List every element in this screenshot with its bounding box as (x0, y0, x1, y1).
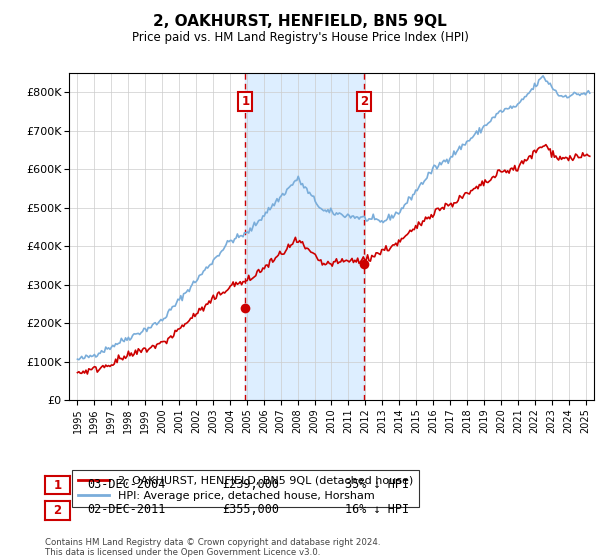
Text: 2: 2 (360, 95, 368, 108)
Text: 16% ↓ HPI: 16% ↓ HPI (345, 503, 409, 516)
Text: £239,000: £239,000 (222, 478, 279, 491)
Text: Price paid vs. HM Land Registry's House Price Index (HPI): Price paid vs. HM Land Registry's House … (131, 31, 469, 44)
Bar (245, 73, 364, 400)
Text: Contains HM Land Registry data © Crown copyright and database right 2024.
This d: Contains HM Land Registry data © Crown c… (45, 538, 380, 557)
Text: 35% ↓ HPI: 35% ↓ HPI (345, 478, 409, 491)
Text: 2, OAKHURST, HENFIELD, BN5 9QL: 2, OAKHURST, HENFIELD, BN5 9QL (153, 14, 447, 29)
Text: 2: 2 (53, 504, 62, 517)
Text: £355,000: £355,000 (222, 503, 279, 516)
Legend: 2, OAKHURST, HENFIELD, BN5 9QL (detached house), HPI: Average price, detached ho: 2, OAKHURST, HENFIELD, BN5 9QL (detached… (72, 470, 419, 507)
Text: 1: 1 (53, 479, 62, 492)
Text: 1: 1 (241, 95, 250, 108)
Text: 02-DEC-2011: 02-DEC-2011 (87, 503, 166, 516)
Text: 03-DEC-2004: 03-DEC-2004 (87, 478, 166, 491)
